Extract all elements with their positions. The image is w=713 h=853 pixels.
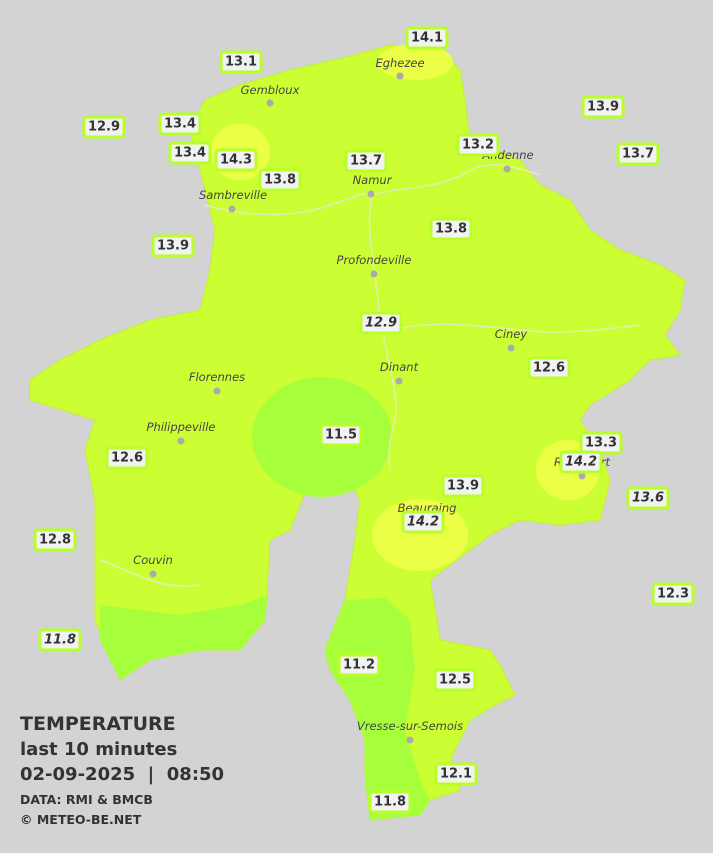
station-box	[337, 653, 381, 677]
station-value: 14.2	[565, 455, 597, 470]
town-label: Dinant	[380, 360, 419, 374]
station-value: 13.4	[164, 117, 196, 132]
station-box	[405, 26, 449, 50]
station-box	[219, 50, 263, 74]
town-label: Namur	[353, 173, 393, 187]
town-label: Gembloux	[241, 83, 300, 97]
station-box	[429, 217, 473, 241]
station-box	[319, 423, 363, 447]
town-dot	[149, 570, 157, 578]
station-box	[344, 149, 388, 173]
station-value: 13.2	[462, 138, 494, 153]
station-box	[559, 450, 603, 474]
station-value: 12.5	[439, 673, 471, 688]
town-dot	[395, 377, 403, 385]
legend: TEMPERATURE last 10 minutes 02-09-2025 |…	[20, 713, 224, 827]
station-value: 12.6	[111, 451, 143, 466]
station-box	[456, 133, 500, 157]
town-dot	[370, 270, 378, 278]
town-dot	[367, 190, 375, 198]
town-dot	[266, 99, 274, 107]
legend-period: last 10 minutes	[20, 739, 177, 760]
station-value: 13.3	[585, 436, 617, 451]
station-value: 13.8	[435, 222, 467, 237]
town-label: Florennes	[189, 370, 245, 384]
station-box	[616, 142, 660, 166]
station-value: 13.7	[350, 154, 382, 169]
station-value: 12.6	[533, 361, 565, 376]
station-box	[38, 628, 82, 652]
station-value: 13.8	[264, 173, 296, 188]
station-value: 14.2	[407, 515, 439, 530]
town-label: Profondeville	[337, 253, 412, 267]
station-value: 12.9	[88, 120, 120, 135]
town-dot	[177, 437, 185, 445]
station-box	[527, 356, 571, 380]
station-value: 12.3	[657, 587, 689, 602]
station-box	[581, 95, 625, 119]
town-dot	[578, 472, 586, 480]
town-label: Sambreville	[199, 188, 267, 202]
station-box	[105, 446, 149, 470]
station-value: 11.8	[44, 633, 76, 648]
station-box	[433, 668, 477, 692]
station-value: 11.8	[374, 795, 406, 810]
station-value: 13.9	[587, 100, 619, 115]
station-box	[401, 510, 445, 534]
station-value: 13.1	[225, 55, 257, 70]
station-box	[368, 790, 412, 814]
station-box	[434, 762, 478, 786]
station-box	[258, 168, 302, 192]
legend-title: TEMPERATURE	[20, 713, 176, 735]
station-value: 11.2	[343, 658, 375, 673]
station-box	[168, 141, 212, 165]
station-value: 14.3	[220, 153, 252, 168]
station-value: 11.5	[325, 428, 357, 443]
town-dot	[213, 387, 221, 395]
town-dot	[228, 205, 236, 213]
town-label: Couvin	[133, 553, 173, 567]
stations: 13.1 14.1 12.9 13.4 13.4 14.3 13.8 13.7 13.2 13.9…	[33, 26, 695, 814]
station-box	[651, 582, 695, 606]
station-box	[151, 234, 195, 258]
town-dot	[507, 344, 515, 352]
town-dot	[406, 736, 414, 744]
legend-copyright: © METEO-BE.NET	[20, 812, 142, 827]
station-box	[214, 148, 258, 172]
station-value: 13.6	[632, 491, 664, 506]
legend-source: DATA: RMI & BMCB	[20, 792, 153, 807]
town-label: Vresse-sur-Semois	[357, 719, 463, 733]
station-value: 12.1	[440, 767, 472, 782]
station-value: 13.9	[157, 239, 189, 254]
town-dot	[503, 165, 511, 173]
legend-timestamp: 02-09-2025 | 08:50	[20, 764, 224, 785]
station-value: 12.8	[39, 533, 71, 548]
town-dot	[396, 72, 404, 80]
station-box	[158, 112, 202, 136]
station-value: 13.4	[174, 146, 206, 161]
station-box	[359, 311, 403, 335]
station-value: 13.7	[622, 147, 654, 162]
station-box	[33, 528, 77, 552]
town-label: Eghezee	[375, 56, 424, 70]
town-label: Ciney	[495, 327, 528, 341]
station-box	[626, 486, 670, 510]
town-label: Philippeville	[147, 420, 216, 434]
station-value: 14.1	[411, 31, 443, 46]
station-value: 13.9	[447, 479, 479, 494]
station-box	[441, 474, 485, 498]
station-box	[82, 115, 126, 139]
station-value: 12.9	[365, 316, 397, 331]
